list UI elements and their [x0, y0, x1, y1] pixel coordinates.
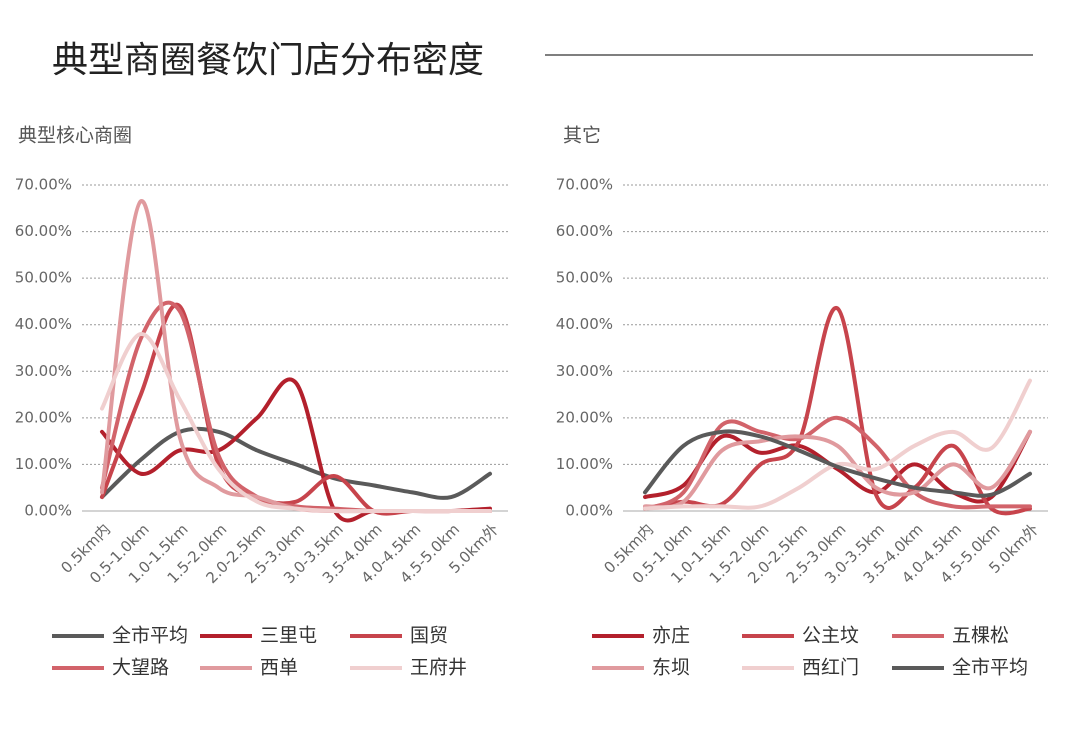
legend-label: 王府井 [410, 657, 467, 679]
legend-label: 五棵松 [952, 625, 1009, 647]
series-line [100, 426, 492, 500]
series-line [643, 378, 1032, 511]
y-tick-label: 10.00% [15, 455, 72, 473]
series-line [643, 306, 1032, 516]
legend-label: 亦庄 [652, 625, 690, 647]
legend-label: 大望路 [112, 657, 169, 679]
y-tick-label: 50.00% [556, 269, 613, 287]
y-tick-label: 50.00% [15, 269, 72, 287]
legend-label: 全市平均 [952, 657, 1028, 679]
page-title: 典型商圈餐饮门店分布密度 [52, 40, 484, 81]
series-line [643, 429, 1032, 498]
y-tick-label: 20.00% [15, 408, 72, 426]
series-line [643, 415, 1032, 511]
y-tick-label: 70.00% [556, 176, 613, 194]
y-tick-label: 0.00% [24, 502, 72, 520]
series-line [643, 429, 1032, 510]
y-tick-label: 10.00% [556, 455, 613, 473]
legend-label: 国贸 [410, 625, 448, 647]
chart-title: 其它 [563, 125, 601, 147]
series-line [100, 377, 492, 523]
y-tick-label: 60.00% [556, 222, 613, 240]
y-tick-label: 60.00% [15, 222, 72, 240]
legend-label: 东坝 [652, 657, 690, 679]
y-tick-label: 30.00% [556, 362, 613, 380]
legend-label: 西红门 [802, 657, 859, 679]
series-line [643, 429, 1032, 504]
series-line [100, 302, 492, 516]
y-tick-label: 0.00% [565, 502, 613, 520]
y-tick-label: 30.00% [15, 362, 72, 380]
y-tick-label: 40.00% [15, 315, 72, 333]
series-line [100, 332, 492, 514]
chart-title: 典型核心商圈 [18, 125, 132, 147]
y-tick-label: 70.00% [15, 176, 72, 194]
legend-label: 公主坟 [802, 625, 859, 647]
legend-label: 全市平均 [112, 625, 188, 647]
legend-label: 三里屯 [260, 625, 317, 647]
y-tick-label: 20.00% [556, 408, 613, 426]
y-tick-label: 40.00% [556, 315, 613, 333]
legend-label: 西单 [260, 657, 298, 679]
